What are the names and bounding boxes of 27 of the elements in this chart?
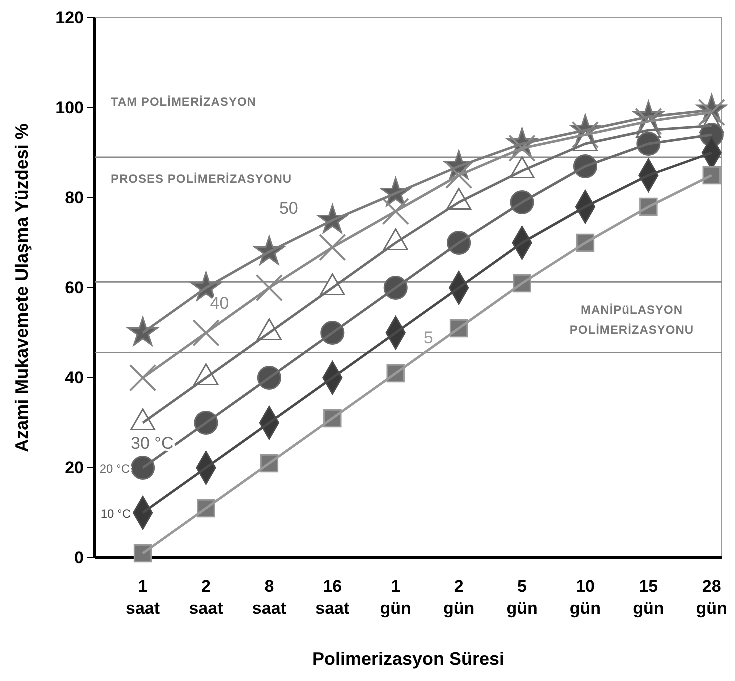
x-tick-label: 5 gün (506, 577, 538, 618)
x-tick-label: 2 saat (189, 577, 224, 618)
x-tick-label: 10 gün (570, 577, 602, 618)
annotation: TAM POLİMERİZASYON (111, 95, 256, 109)
series-label: 20 °C (100, 462, 130, 476)
x-tick-label: 1 saat (126, 577, 160, 618)
y-tick-label: 80 (65, 188, 84, 208)
x-tick-label: 2 gün (443, 577, 475, 618)
series-label: 5 (424, 328, 434, 348)
x-tick-label: 1 gün (380, 577, 412, 618)
x-tick-label: 8 saat (252, 577, 287, 618)
y-tick-label: 100 (56, 98, 84, 118)
y-tick-label: 0 (74, 548, 84, 568)
series-label: 40 (210, 294, 230, 313)
y-tick-label: 20 (65, 458, 84, 478)
series-label: 10 °C (100, 507, 132, 521)
y-tick-label: 40 (65, 368, 84, 388)
x-axis-title: Polimerizasyon Süresi (312, 649, 505, 669)
x-tick-label: 15 gün (633, 577, 664, 618)
y-tick-label: 60 (65, 278, 84, 298)
annotation: MANİPüLASYON POLİMERİZASYONU (570, 303, 694, 337)
x-tick-label: 16 saat (316, 577, 350, 618)
series-label: 50 (279, 199, 298, 218)
annotation: PROSES POLİMERİZASYONU (111, 172, 292, 186)
y-axis-title: Azami Mukavemete Ulaşma Yüzdesi % (12, 124, 32, 452)
y-tick-label: 120 (56, 8, 84, 28)
x-tick-label: 28 gün (696, 577, 728, 618)
